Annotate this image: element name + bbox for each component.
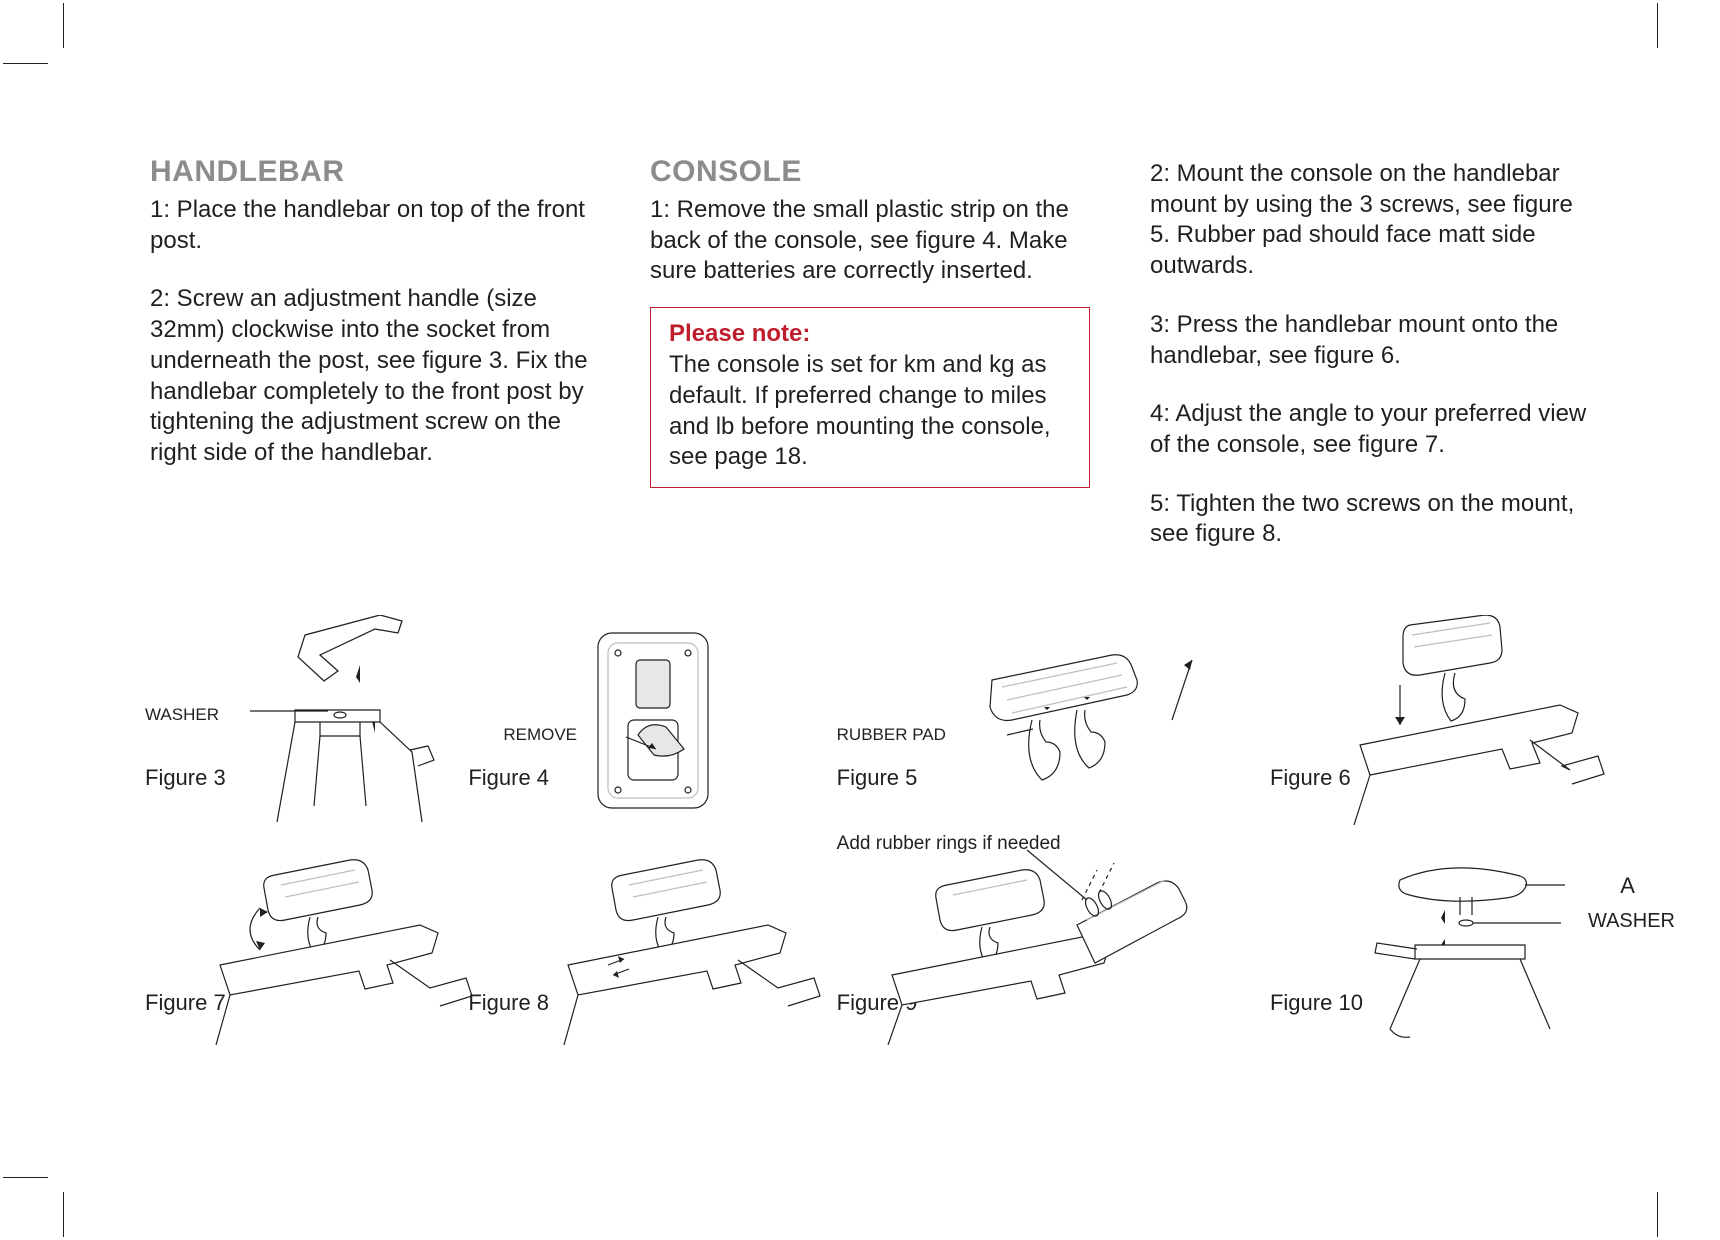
figure-8-diagram (553, 855, 833, 1045)
page: HANDLEBAR 1: Place the handlebar on top … (0, 0, 1720, 1240)
figure-3-label: WASHER (145, 705, 219, 725)
note-heading: Please note: (669, 320, 1071, 348)
figure-4-caption: Figure 4 (468, 765, 549, 791)
figure-7: Figure 7 (150, 855, 490, 1075)
note-box: Please note: The console is set for km a… (650, 307, 1090, 488)
figure-4: REMOVE Figure 4 (523, 625, 823, 845)
handlebar-step-1: 1: Place the handlebar on top of the fro… (150, 195, 590, 256)
heading-handlebar: HANDLEBAR (150, 155, 590, 189)
figure-9: Add rubber rings if needed Figure 9 (857, 855, 1217, 1075)
crop-mark (3, 63, 48, 64)
figure-5-caption: Figure 5 (837, 765, 918, 791)
figure-6-diagram (1350, 615, 1630, 825)
crop-mark (63, 1192, 64, 1237)
figure-10-label-a: A (1620, 873, 1635, 899)
column-console: CONSOLE 1: Remove the small plastic stri… (650, 155, 1090, 578)
column-right: 2: Mount the console on the handlebar mo… (1150, 155, 1590, 578)
figure-4-label: REMOVE (503, 725, 577, 745)
figure-10: A WASHER Figure 10 (1250, 855, 1590, 1075)
crop-mark (63, 3, 64, 48)
figure-10-diagram (1360, 855, 1620, 1055)
figure-3: WASHER Figure 3 (150, 625, 490, 845)
handlebar-step-2: 2: Screw an adjustment handle (size 32mm… (150, 284, 590, 468)
figure-7-diagram (205, 855, 485, 1045)
figure-6-caption: Figure 6 (1270, 765, 1351, 791)
figure-9-diagram (877, 845, 1217, 1045)
figure-5-label: RUBBER PAD (837, 725, 946, 745)
figure-row-1: WASHER Figure 3 (150, 625, 1590, 845)
text-columns: HANDLEBAR 1: Place the handlebar on top … (150, 155, 1590, 578)
column-handlebar: HANDLEBAR 1: Place the handlebar on top … (150, 155, 590, 578)
crop-mark (3, 1177, 48, 1178)
figure-6: Figure 6 (1250, 625, 1590, 845)
figure-5: RUBBER PAD Figure 5 (857, 625, 1217, 845)
content-area: HANDLEBAR 1: Place the handlebar on top … (150, 155, 1590, 578)
note-body: The console is set for km and kg as defa… (669, 350, 1071, 473)
figure-8-caption: Figure 8 (468, 990, 549, 1016)
right-step-3: 3: Press the handlebar mount onto the ha… (1150, 310, 1590, 371)
figure-5-diagram (937, 625, 1237, 825)
console-step-1: 1: Remove the small plastic strip on the… (650, 195, 1090, 287)
figure-row-2: Figure 7 (150, 855, 1590, 1075)
figure-4-diagram (578, 625, 748, 825)
right-step-5: 5: Tighten the two screws on the mount, … (1150, 489, 1590, 550)
figure-8: Figure 8 (523, 855, 823, 1075)
crop-mark (1657, 3, 1658, 48)
figure-3-diagram (210, 615, 470, 825)
crop-mark (1657, 1192, 1658, 1237)
right-step-2: 2: Mount the console on the handlebar mo… (1150, 159, 1590, 282)
figure-10-caption: Figure 10 (1270, 990, 1363, 1016)
right-step-4: 4: Adjust the angle to your preferred vi… (1150, 399, 1590, 460)
heading-console: CONSOLE (650, 155, 1090, 189)
